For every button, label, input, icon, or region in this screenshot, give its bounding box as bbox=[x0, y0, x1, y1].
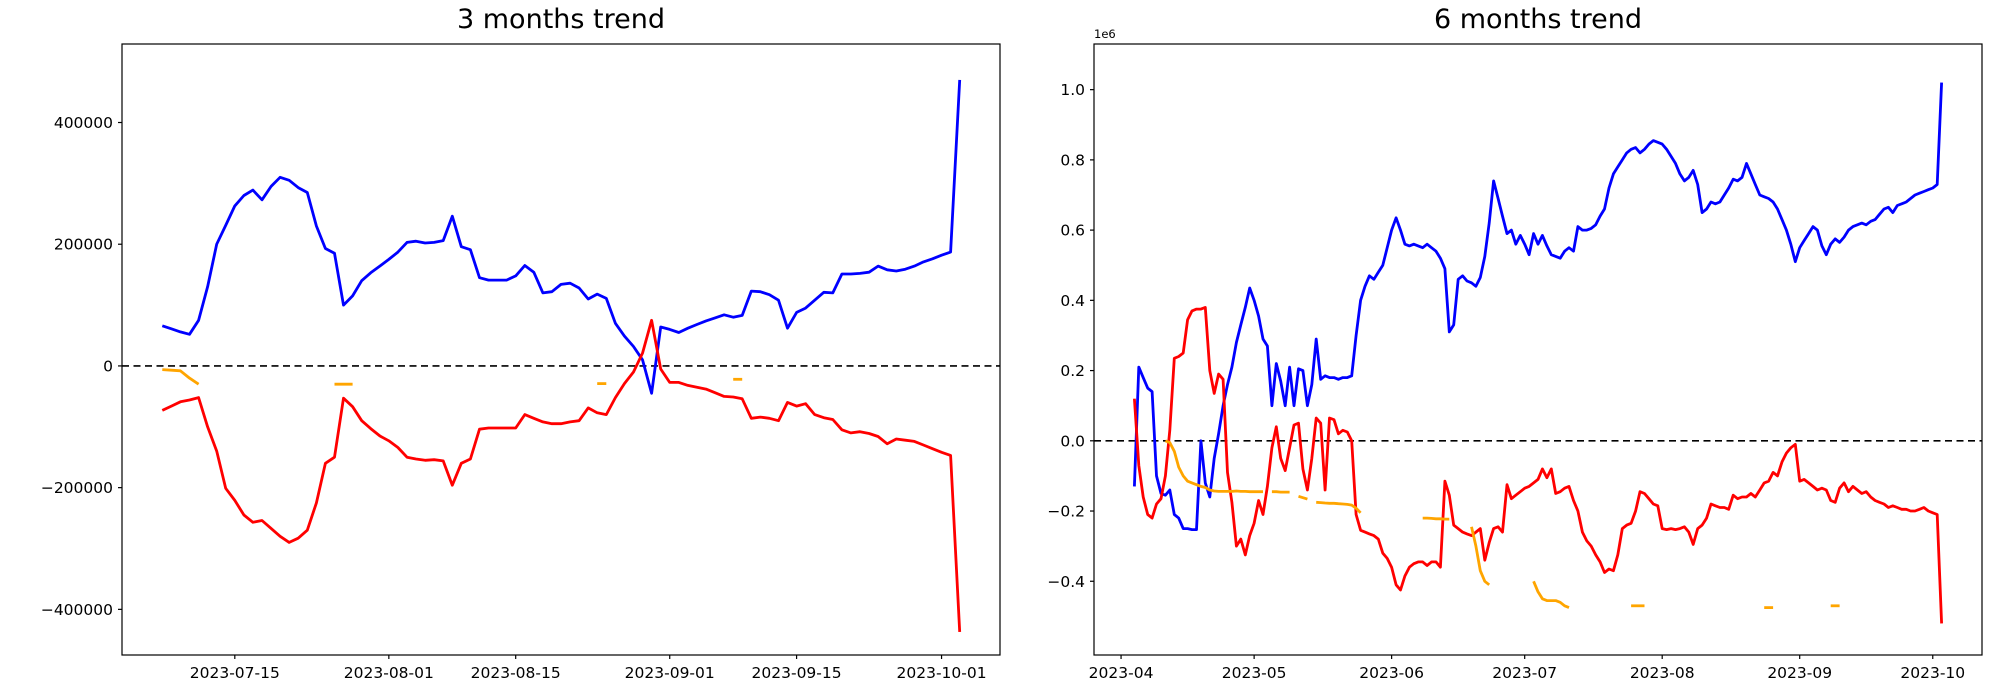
svg-text:2023-09-15: 2023-09-15 bbox=[752, 664, 842, 682]
svg-text:0.4: 0.4 bbox=[1060, 292, 1085, 310]
svg-text:−200000: −200000 bbox=[41, 479, 113, 497]
svg-text:0.2: 0.2 bbox=[1060, 362, 1085, 380]
svg-text:0.8: 0.8 bbox=[1060, 151, 1085, 169]
svg-text:2023-06: 2023-06 bbox=[1359, 664, 1424, 682]
svg-text:2023-10-01: 2023-10-01 bbox=[897, 664, 987, 682]
svg-text:2023-07-15: 2023-07-15 bbox=[190, 664, 280, 682]
svg-text:2023-09-01: 2023-09-01 bbox=[625, 664, 715, 682]
svg-text:2023-05: 2023-05 bbox=[1222, 664, 1287, 682]
svg-text:2023-08-15: 2023-08-15 bbox=[471, 664, 561, 682]
svg-text:2023-08-01: 2023-08-01 bbox=[344, 664, 434, 682]
svg-text:2023-04: 2023-04 bbox=[1089, 664, 1154, 682]
svg-text:−400000: −400000 bbox=[41, 601, 113, 619]
svg-text:−0.4: −0.4 bbox=[1047, 573, 1085, 591]
svg-text:−0.2: −0.2 bbox=[1047, 503, 1085, 521]
svg-text:2023-07: 2023-07 bbox=[1492, 664, 1557, 682]
six-months-title: 6 months trend bbox=[1434, 4, 1642, 35]
svg-text:2023-09: 2023-09 bbox=[1767, 664, 1832, 682]
svg-text:200000: 200000 bbox=[54, 236, 113, 254]
svg-text:0.0: 0.0 bbox=[1060, 432, 1085, 450]
svg-text:1.0: 1.0 bbox=[1060, 81, 1085, 99]
svg-text:400000: 400000 bbox=[54, 114, 113, 132]
three-months-title: 3 months trend bbox=[457, 4, 665, 35]
svg-text:2023-10: 2023-10 bbox=[1900, 664, 1965, 682]
svg-text:0: 0 bbox=[103, 357, 113, 375]
svg-text:0.6: 0.6 bbox=[1060, 222, 1085, 240]
svg-text:1e6: 1e6 bbox=[1094, 27, 1116, 41]
svg-text:2023-08: 2023-08 bbox=[1630, 664, 1695, 682]
